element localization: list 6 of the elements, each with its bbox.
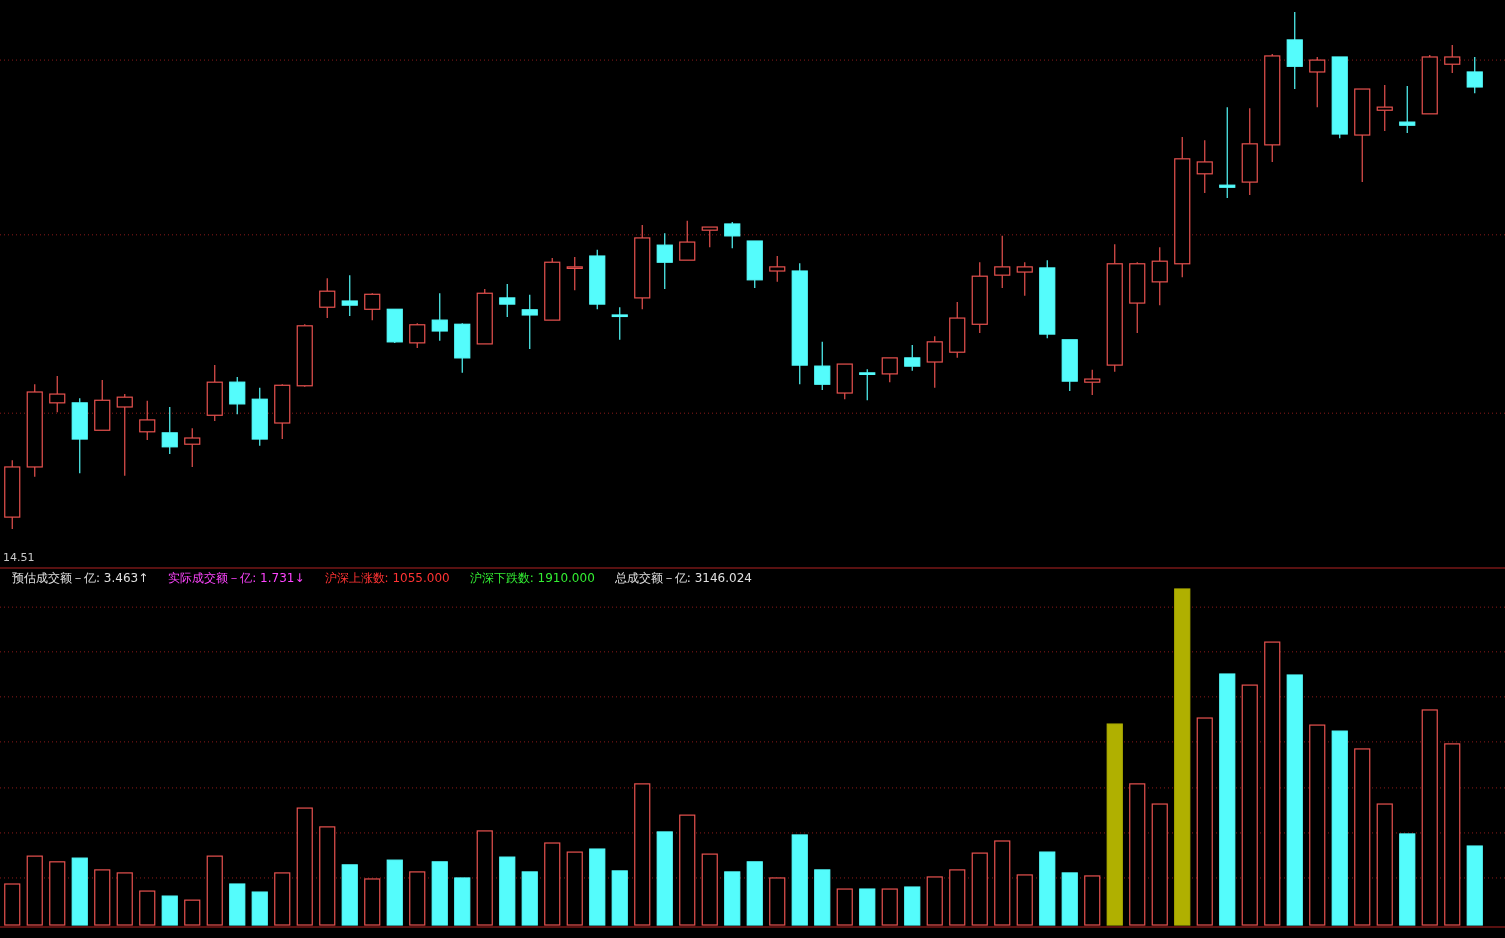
text: 总成交额－亿: 3146.024	[613, 571, 752, 585]
text: 14.51	[3, 551, 35, 564]
text: 预估成交额－亿: 3.463↑	[12, 571, 149, 585]
text: 沪深上涨数: 1055.000	[324, 571, 450, 585]
text: 实际成交额－亿: 1.731↓	[168, 571, 305, 585]
text: 沪深下跌数: 1910.000	[469, 571, 595, 585]
